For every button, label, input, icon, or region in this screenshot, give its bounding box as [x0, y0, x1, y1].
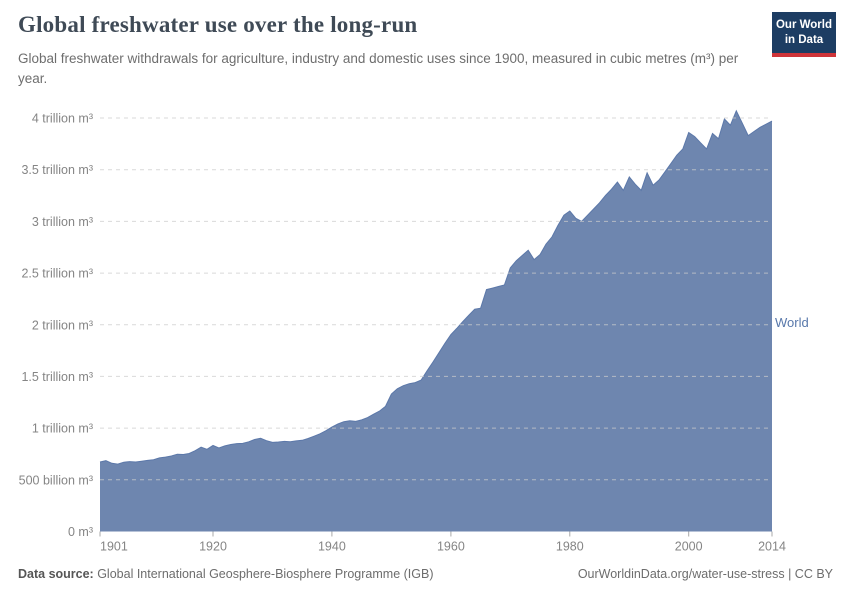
y-tick-label: 2.5 trillion m³: [21, 267, 93, 281]
x-tick-label: 1980: [556, 540, 584, 554]
owid-logo-line1: Our World: [775, 19, 832, 31]
x-tick-label: 1901: [100, 540, 128, 554]
chart-subtitle: Global freshwater withdrawals for agricu…: [18, 51, 739, 87]
owid-logo[interactable]: Our World in Data: [772, 12, 836, 57]
x-tick-label: 1960: [437, 540, 465, 554]
y-tick-label: 1.5 trillion m³: [21, 370, 93, 384]
y-tick-label: 2 trillion m³: [32, 318, 93, 332]
y-tick-label: 0 m³: [68, 525, 93, 539]
y-tick-label: 1 trillion m³: [32, 422, 93, 436]
x-tick-label: 2000: [675, 540, 703, 554]
y-tick-label: 500 billion m³: [19, 473, 93, 487]
data-source-value: Global International Geosphere-Biosphere…: [93, 567, 434, 581]
series-label-world: World: [775, 315, 809, 330]
data-source: Data source: Global International Geosph…: [18, 567, 433, 581]
world-series-line: [99, 109, 773, 465]
y-tick-label: 3 trillion m³: [32, 215, 93, 229]
page-title: Global freshwater use over the long-run: [18, 12, 418, 37]
world-area-series[interactable]: [100, 110, 772, 532]
x-tick-label: 1940: [318, 540, 346, 554]
x-tick-label: 2014: [758, 540, 786, 554]
x-tick-label: 1920: [199, 540, 227, 554]
owid-logo-line2: in Data: [784, 33, 824, 46]
credit-link[interactable]: OurWorldinData.org/water-use-stress | CC…: [577, 567, 833, 581]
y-tick-label: 4 trillion m³: [32, 112, 93, 126]
chart-canvas: 0 m³ 500 billion m³ 1 trillion m³ 1.5 trill…: [0, 95, 850, 565]
data-source-label: Data source:: [18, 567, 94, 581]
freshwater-area-chart[interactable]: 0 m³ 500 billion m³ 1 trillion m³ 1.5 trill…: [0, 95, 850, 565]
y-tick-label: 3.5 trillion m³: [21, 163, 93, 177]
